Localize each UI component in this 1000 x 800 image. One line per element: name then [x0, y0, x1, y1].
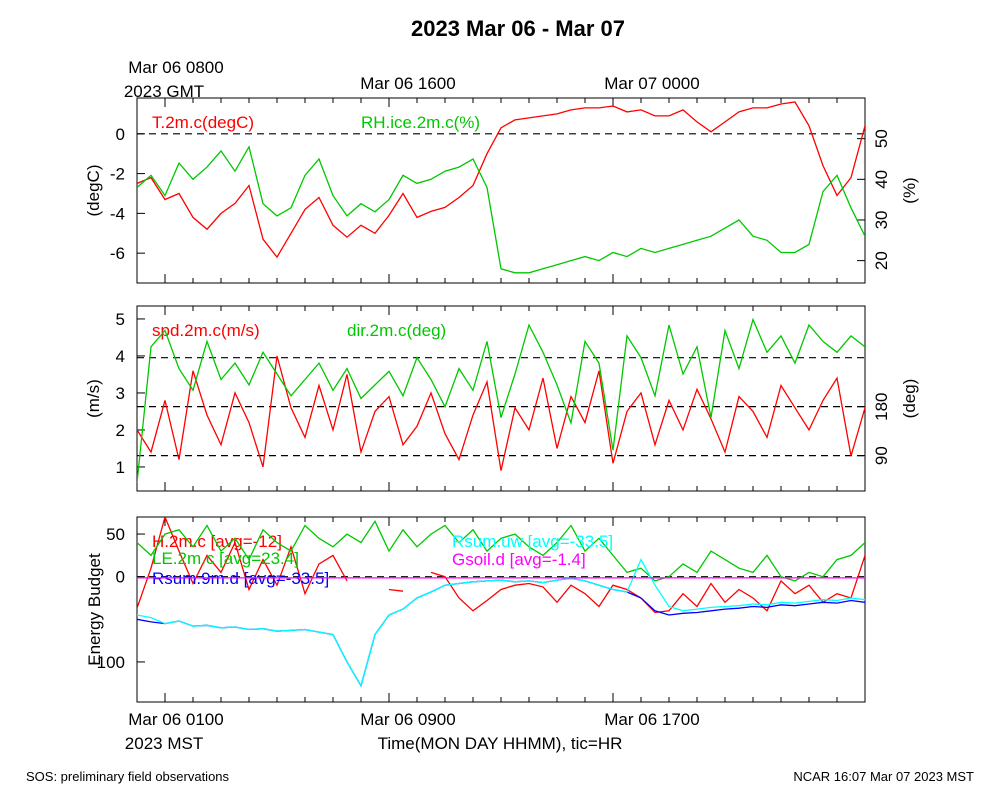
series-line-le-2m-c — [137, 519, 865, 582]
panel-temperature-humidity: -6 -4 -2 0 20 30 40 50 (degC) (%) T.2m.c(degC) RH.i… — [84, 97, 919, 284]
top-time-label-1-line1: Mar 06 0800 — [128, 58, 223, 77]
y-left-tick-label: 1 — [116, 458, 125, 477]
footer-right: NCAR 16:07 Mar 07 2023 MST — [793, 769, 974, 784]
top-time-label-1-line2: 2023 GMT — [124, 82, 204, 101]
series-line-rsum-9m-d — [137, 577, 865, 688]
y-left-tick-label: 0 — [116, 568, 125, 587]
legend-label: Rsum.uw [avg=-33.5] — [452, 532, 613, 551]
y-right-tick-label: 50 — [872, 129, 891, 148]
panel-wind: 1 2 3 4 5 90 180 (m/s) (deg) spd.2m.c(m/s) dir.2m.… — [84, 305, 919, 492]
bottom-time-label-3: Mar 06 1700 — [604, 710, 699, 729]
series-line-spd-2m-c-m-s- — [137, 355, 865, 471]
legend-label: Gsoil.d [avg=-1.4] — [452, 550, 586, 569]
x-axis-label: Time(MON DAY HHMM), tic=HR — [378, 734, 623, 753]
y-right-tick-label: 20 — [872, 251, 891, 270]
y-left-tick-label: 0 — [116, 125, 125, 144]
legend-label: LE.2m.c [avg=23.4] — [152, 549, 299, 568]
y-right-axis-label: (deg) — [900, 379, 919, 419]
series-line-rh-ice-2m-c- — [137, 145, 865, 274]
footer-left: SOS: preliminary field observations — [26, 769, 230, 784]
y-left-tick-label: 50 — [106, 525, 125, 544]
series-line-t-2m-c-degc- — [137, 101, 865, 259]
y-left-tick-label: -100 — [91, 653, 125, 672]
y-left-tick-label: 2 — [116, 421, 125, 440]
y-right-tick-label: 180 — [872, 392, 891, 420]
y-right-axis-label: (%) — [900, 177, 919, 203]
y-left-axis-label: (degC) — [84, 165, 103, 217]
top-time-label-3: Mar 07 0000 — [604, 74, 699, 93]
y-left-tick-label: 4 — [116, 347, 125, 366]
y-right-tick-label: 90 — [872, 446, 891, 465]
legend-label: RH.ice.2m.c(%) — [361, 113, 480, 132]
legend-label: T.2m.c(degC) — [152, 113, 254, 132]
legend-label: dir.2m.c(deg) — [347, 321, 446, 340]
top-time-label-2: Mar 06 1600 — [360, 74, 455, 93]
y-left-tick-label: -6 — [110, 244, 125, 263]
y-right-tick-label: 30 — [872, 211, 891, 230]
y-left-tick-label: 3 — [116, 384, 125, 403]
series-line-rsum-uw — [137, 558, 865, 688]
y-left-tick-label: -2 — [110, 165, 125, 184]
bottom-time-label-2: Mar 06 0900 — [360, 710, 455, 729]
bottom-time-label-1-line1: Mar 06 0100 — [128, 710, 223, 729]
legend-label: spd.2m.c(m/s) — [152, 321, 260, 340]
y-left-tick-label: -4 — [110, 204, 125, 223]
series-line-dir-2m-c-deg- — [137, 317, 865, 483]
bottom-time-label-1-line2: 2023 MST — [125, 734, 203, 753]
chart-title: 2023 Mar 06 - Mar 07 — [411, 16, 625, 41]
y-left-axis-label: (m/s) — [84, 379, 103, 418]
y-left-axis-label: Energy Budget — [85, 553, 104, 666]
y-left-tick-label: 5 — [116, 310, 125, 329]
y-right-tick-label: 40 — [872, 170, 891, 189]
